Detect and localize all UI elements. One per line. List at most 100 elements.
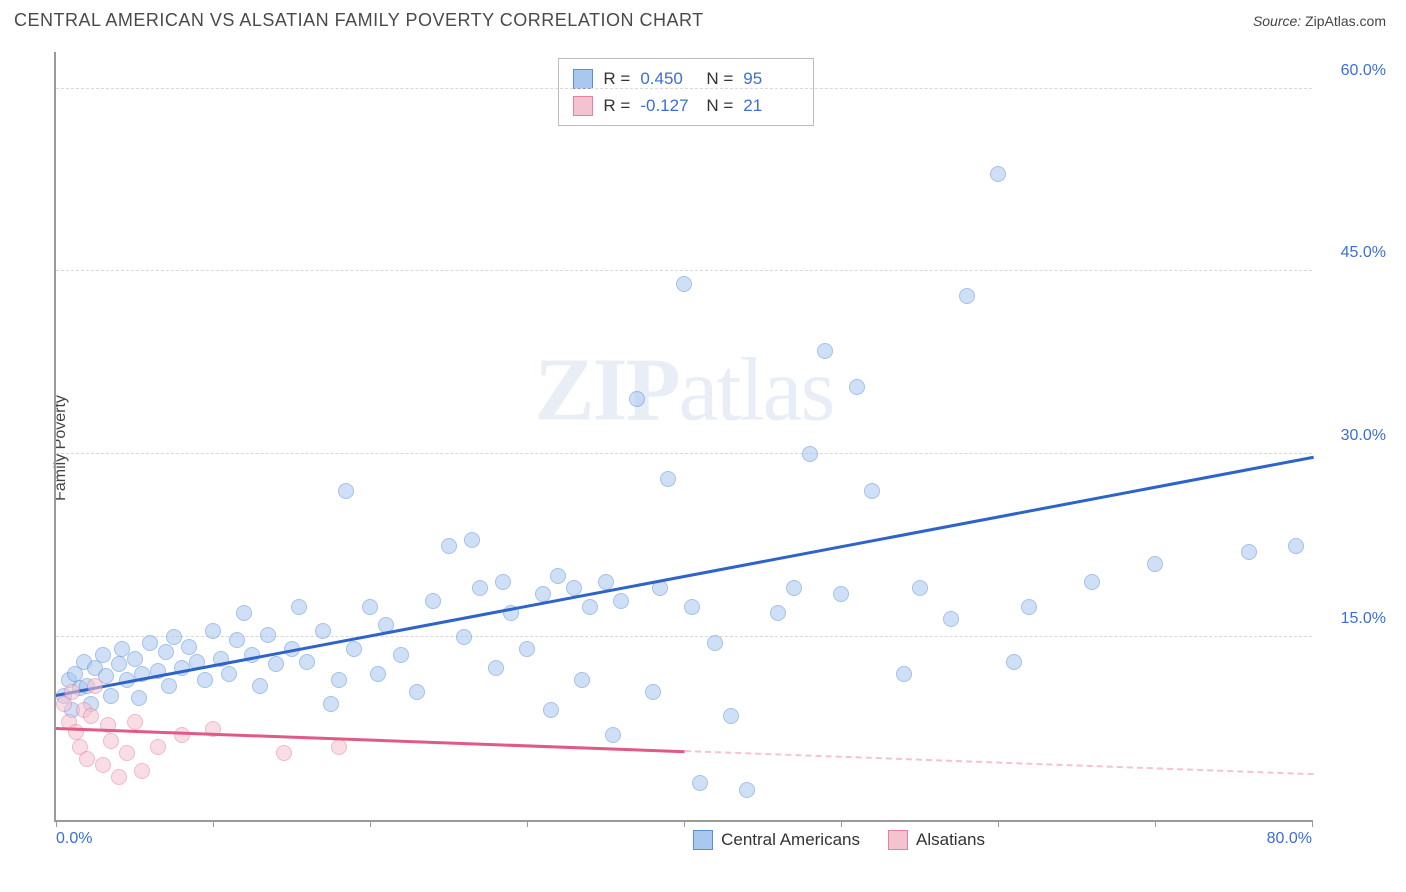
data-point: [252, 678, 268, 694]
stats-n-value-1: 21: [743, 92, 799, 119]
data-point: [684, 599, 700, 615]
data-point: [943, 611, 959, 627]
data-point: [959, 288, 975, 304]
data-point: [236, 605, 252, 621]
data-point: [441, 538, 457, 554]
data-point: [276, 745, 292, 761]
data-point: [197, 672, 213, 688]
data-point: [142, 635, 158, 651]
trend-line: [56, 455, 1315, 696]
data-point: [864, 483, 880, 499]
data-point: [409, 684, 425, 700]
data-point: [134, 763, 150, 779]
x-tick: [684, 820, 685, 827]
data-point: [676, 276, 692, 292]
x-tick: [998, 820, 999, 827]
data-point: [543, 702, 559, 718]
data-point: [723, 708, 739, 724]
y-tick-label: 60.0%: [1341, 62, 1386, 80]
data-point: [103, 688, 119, 704]
y-tick-label: 45.0%: [1341, 244, 1386, 262]
data-point: [362, 599, 378, 615]
data-point: [1147, 556, 1163, 572]
data-point: [1288, 538, 1304, 554]
data-point: [299, 654, 315, 670]
data-point: [990, 166, 1006, 182]
data-point: [338, 483, 354, 499]
trend-line-extrapolated: [685, 750, 1314, 775]
data-point: [79, 751, 95, 767]
data-point: [1084, 574, 1100, 590]
data-point: [833, 586, 849, 602]
data-point: [268, 656, 284, 672]
data-point: [488, 660, 504, 676]
data-point: [127, 714, 143, 730]
stats-n-label: N =: [706, 92, 733, 119]
data-point: [605, 727, 621, 743]
gridline: [56, 270, 1312, 271]
data-point: [519, 641, 535, 657]
data-point: [111, 656, 127, 672]
source-attribution: Source: ZipAtlas.com: [1253, 13, 1386, 29]
data-point: [323, 696, 339, 712]
swatch-series-0: [573, 69, 593, 89]
data-point: [111, 769, 127, 785]
data-point: [150, 739, 166, 755]
data-point: [221, 666, 237, 682]
data-point: [370, 666, 386, 682]
data-point: [166, 629, 182, 645]
data-point: [495, 574, 511, 590]
x-tick: [527, 820, 528, 827]
data-point: [613, 593, 629, 609]
data-point: [739, 782, 755, 798]
x-tick: [1312, 820, 1313, 827]
data-point: [645, 684, 661, 700]
data-point: [260, 627, 276, 643]
data-point: [181, 639, 197, 655]
data-point: [131, 690, 147, 706]
legend-item-0: Central Americans: [693, 830, 860, 850]
gridline: [56, 453, 1312, 454]
data-point: [629, 391, 645, 407]
data-point: [95, 757, 111, 773]
gridline: [56, 88, 1312, 89]
x-tick-label: 80.0%: [1267, 830, 1312, 848]
data-point: [331, 739, 347, 755]
x-tick: [56, 820, 57, 827]
source-value: ZipAtlas.com: [1305, 13, 1386, 29]
y-tick-label: 15.0%: [1341, 610, 1386, 628]
data-point: [346, 641, 362, 657]
y-tick-label: 30.0%: [1341, 427, 1386, 445]
source-label: Source:: [1253, 13, 1305, 29]
data-point: [550, 568, 566, 584]
data-point: [472, 580, 488, 596]
data-point: [817, 343, 833, 359]
watermark-bold: ZIP: [535, 340, 679, 439]
data-point: [425, 593, 441, 609]
data-point: [707, 635, 723, 651]
stats-row-series-1: R = -0.127 N = 21: [573, 92, 799, 119]
data-point: [229, 632, 245, 648]
x-tick: [841, 820, 842, 827]
data-point: [87, 678, 103, 694]
stats-r-value-1: -0.127: [640, 92, 696, 119]
data-point: [393, 647, 409, 663]
data-point: [912, 580, 928, 596]
legend-label-1: Alsatians: [916, 830, 985, 850]
data-point: [315, 623, 331, 639]
chart-header: CENTRAL AMERICAN VS ALSATIAN FAMILY POVE…: [0, 0, 1406, 37]
data-point: [849, 379, 865, 395]
legend-swatch-0: [693, 830, 713, 850]
plot-area: ZIPatlas R = 0.450 N = 95 R = -0.127 N =…: [54, 52, 1312, 822]
stats-r-label: R =: [603, 92, 630, 119]
data-point: [660, 471, 676, 487]
data-point: [127, 651, 143, 667]
data-point: [802, 446, 818, 462]
legend-item-1: Alsatians: [888, 830, 985, 850]
legend-swatch-1: [888, 830, 908, 850]
chart-container: Family Poverty ZIPatlas R = 0.450 N = 95…: [48, 44, 1392, 852]
x-tick: [1155, 820, 1156, 827]
data-point: [456, 629, 472, 645]
data-point: [103, 733, 119, 749]
gridline: [56, 636, 1312, 637]
